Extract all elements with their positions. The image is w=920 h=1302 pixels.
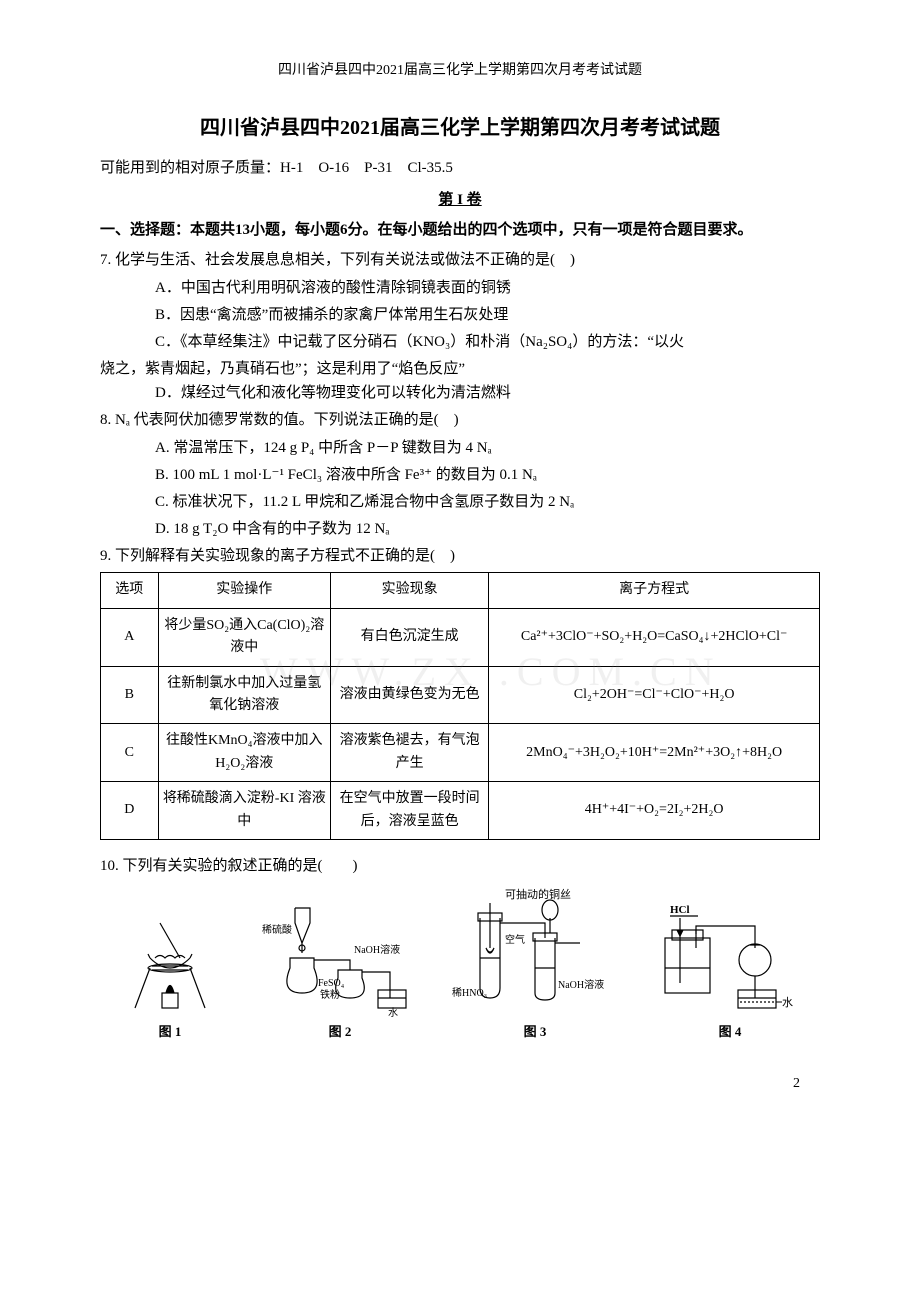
- atomic-masses: 可能用到的相对原子质量：H-1 O-16 P-31 Cl-35.5: [100, 156, 820, 180]
- figure-2-caption: 图 2: [329, 1022, 352, 1043]
- cell-eq: Ca²⁺+3ClO⁻+SO₂+H₂O=CaSO₄↓+2HClO+Cl⁻: [489, 608, 820, 666]
- label-acid: 稀硫酸: [262, 923, 292, 936]
- figures-row: 图 1 稀硫酸 NaOH溶液 FeS: [100, 888, 820, 1043]
- q9-th-option: 选项: [101, 573, 159, 608]
- cell-op: 往酸性KMnO₄溶液中加入H₂O₂溶液: [158, 724, 331, 782]
- label-wire: 可抽动的铜丝: [505, 888, 571, 901]
- section-title: 一、选择题：本题共13小题，每小题6分。在每小题给出的四个选项中，只有一项是符合…: [100, 218, 820, 242]
- cell-phen: 溶液紫色褪去，有气泡产生: [331, 724, 489, 782]
- figure-4-caption: 图 4: [719, 1022, 742, 1043]
- label-naoh3: NaOH溶液: [558, 978, 604, 991]
- table-row: C 往酸性KMnO₄溶液中加入H₂O₂溶液 溶液紫色褪去，有气泡产生 2MnO₄…: [101, 724, 820, 782]
- label-naoh: NaOH溶液: [354, 943, 400, 956]
- label-water4: 水: [782, 996, 793, 1009]
- cell-opt: A: [101, 608, 159, 666]
- q8-stem: 8. Nₐ 代表阿伏加德罗常数的值。下列说法正确的是( ): [100, 408, 820, 432]
- cell-opt: D: [101, 782, 159, 840]
- cell-opt: C: [101, 724, 159, 782]
- cell-opt: B: [101, 666, 159, 724]
- q7-option-a: A．中国古代利用明矾溶液的酸性清除铜镜表面的铜锈: [100, 276, 820, 300]
- q7-option-b: B．因患“禽流感”而被捕杀的家禽尸体常用生石灰处理: [100, 303, 820, 327]
- q9-th-operation: 实验操作: [158, 573, 331, 608]
- q7-option-c-line2: 烧之，紫青烟起，乃真硝石也”；这是利用了“焰色反应”: [100, 357, 820, 381]
- table-row: D 将稀硫酸滴入淀粉-KI 溶液中 在空气中放置一段时间后，溶液呈蓝色 4H⁺+…: [101, 782, 820, 840]
- label-air: 空气: [505, 933, 525, 946]
- q9-stem: 9. 下列解释有关实验现象的离子方程式不正确的是( ): [100, 544, 820, 568]
- running-header: 四川省泸县四中2021届高三化学上学期第四次月考考试试题: [100, 60, 820, 82]
- q8-option-a: A. 常温常压下，124 g P₄ 中所含 P－P 键数目为 4 Nₐ: [100, 436, 820, 460]
- cell-op: 将少量SO₂通入Ca(ClO)₂溶液中: [158, 608, 331, 666]
- q8-option-b: B. 100 mL 1 mol·L⁻¹ FeCl₃ 溶液中所含 Fe³⁺ 的数目…: [100, 463, 820, 487]
- cell-eq: 2MnO₄⁻+3H₂O₂+10H⁺=2Mn²⁺+3O₂↑+8H₂O: [489, 724, 820, 782]
- main-title: 四川省泸县四中2021届高三化学上学期第四次月考考试试题: [100, 112, 820, 144]
- q7-option-d: D．煤经过气化和液化等物理变化可以转化为清洁燃料: [100, 381, 820, 405]
- table-row: A 将少量SO₂通入Ca(ClO)₂溶液中 有白色沉淀生成 Ca²⁺+3ClO⁻…: [101, 608, 820, 666]
- label-feso4: FeSO₄: [318, 978, 345, 989]
- volume-title: 第 I 卷: [100, 188, 820, 212]
- figure-3-caption: 图 3: [524, 1022, 547, 1043]
- cell-eq: 4H⁺+4I⁻+O₂=2I₂+2H₂O: [489, 782, 820, 840]
- q8-option-d: D. 18 g T₂O 中含有的中子数为 12 Nₐ: [100, 517, 820, 541]
- label-hno3: 稀HNO₃: [452, 986, 487, 999]
- label-fe: 铁粉: [320, 988, 340, 1001]
- cell-phen: 溶液由黄绿色变为无色: [331, 666, 489, 724]
- table-row: B 往新制氯水中加入过量氢氧化钠溶液 溶液由黄绿色变为无色 Cl₂+2OH⁻=C…: [101, 666, 820, 724]
- cell-op: 往新制氯水中加入过量氢氧化钠溶液: [158, 666, 331, 724]
- cell-phen: 在空气中放置一段时间后，溶液呈蓝色: [331, 782, 489, 840]
- figure-1: 图 1: [110, 908, 230, 1043]
- q9-th-equation: 离子方程式: [489, 573, 820, 608]
- label-water: 水: [388, 1007, 398, 1018]
- figure-2: 稀硫酸 NaOH溶液 FeSO₄ 铁粉 水 图 2: [260, 898, 420, 1043]
- page-number: 2: [100, 1073, 820, 1095]
- label-hcl: HCl: [670, 904, 690, 916]
- figure-1-caption: 图 1: [159, 1022, 182, 1043]
- cell-eq: Cl₂+2OH⁻=Cl⁻+ClO⁻+H₂O: [489, 666, 820, 724]
- q9-table: 选项 实验操作 实验现象 离子方程式 A 将少量SO₂通入Ca(ClO)₂溶液中…: [100, 572, 820, 840]
- cell-op: 将稀硫酸滴入淀粉-KI 溶液中: [158, 782, 331, 840]
- figure-4: HCl: [650, 898, 810, 1043]
- figure-3: 可抽动的铜丝 稀HNO₃: [450, 888, 620, 1043]
- q7-option-c-line1: C．《本草经集注》中记载了区分硝石（KNO₃）和朴消（Na₂SO₄）的方法：“以…: [100, 330, 820, 354]
- q7-stem: 7. 化学与生活、社会发展息息相关，下列有关说法或做法不正确的是( ): [100, 248, 820, 272]
- cell-phen: 有白色沉淀生成: [331, 608, 489, 666]
- q9-th-phenomenon: 实验现象: [331, 573, 489, 608]
- q10-stem: 10. 下列有关实验的叙述正确的是( ): [100, 854, 820, 878]
- q8-option-c: C. 标准状况下，11.2 L 甲烷和乙烯混合物中含氢原子数目为 2 Nₐ: [100, 490, 820, 514]
